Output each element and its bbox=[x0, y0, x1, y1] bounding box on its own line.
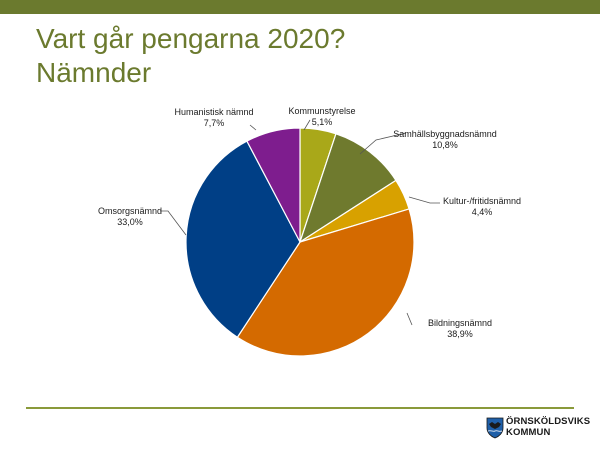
pie-slice-bildningsnämnd bbox=[236, 208, 415, 357]
footer-rule bbox=[26, 407, 574, 409]
leader-lines bbox=[160, 119, 440, 326]
slice-label-value: 10,8% bbox=[432, 140, 458, 150]
kommun-logo: ÖRNSKÖLDSVIKS KOMMUN bbox=[486, 416, 590, 442]
leader-line bbox=[406, 312, 413, 326]
logo-text: ÖRNSKÖLDSVIKS KOMMUN bbox=[506, 416, 590, 438]
slice-labels: Kommunstyrelse 5,1% Samhällsbyggnadsnämnd 1… bbox=[98, 106, 521, 339]
slice-label-name: Kommunstyrelse bbox=[288, 106, 355, 116]
leader-line bbox=[249, 124, 257, 131]
slice-label-value: 33,0% bbox=[117, 217, 143, 227]
title-line-1: Vart går pengarna 2020? bbox=[36, 23, 346, 54]
title-line-2: Nämnder bbox=[36, 57, 152, 88]
leader-line bbox=[160, 210, 187, 236]
logo-line-1: ÖRNSKÖLDSVIKS bbox=[506, 416, 591, 427]
leader-line bbox=[408, 196, 440, 204]
slice-label: Omsorgsnämnd 33,0% bbox=[98, 206, 162, 227]
slice-label: Bildningsnämnd 38,9% bbox=[428, 318, 492, 339]
leader-line bbox=[303, 119, 311, 131]
slice-label: Kommunstyrelse 5,1% bbox=[288, 106, 355, 127]
logo-line-2: KOMMUN bbox=[506, 427, 551, 438]
slice-label-name: Samhällsbyggnadsnämnd bbox=[393, 129, 497, 139]
slice-label: Kultur-/fritidsnämnd 4,4% bbox=[443, 196, 521, 217]
page-title: Vart går pengarna 2020? Nämnder bbox=[36, 22, 345, 90]
slice-label: Humanistisk nämnd 7,7% bbox=[174, 107, 253, 128]
slice-label-value: 4,4% bbox=[472, 207, 493, 217]
slice-label-value: 5,1% bbox=[312, 117, 333, 127]
leader-line bbox=[359, 132, 407, 155]
coat-of-arms-icon bbox=[486, 417, 504, 439]
slice-label-value: 7,7% bbox=[204, 118, 225, 128]
slice-label-name: Bildningsnämnd bbox=[428, 318, 492, 328]
slice-label-name: Omsorgsnämnd bbox=[98, 206, 162, 216]
pie-slice-samhällsbyggnadsnämnd bbox=[298, 133, 397, 244]
pie-slice-omsorgsnämnd bbox=[185, 140, 301, 339]
slice-label-name: Humanistisk nämnd bbox=[174, 107, 253, 117]
top-accent-bar bbox=[0, 0, 600, 14]
pie-slices bbox=[185, 127, 415, 357]
pie-slice-humanistisk-nämnd bbox=[246, 127, 301, 243]
slice-label-value: 38,9% bbox=[447, 329, 473, 339]
slice-label-name: Kultur-/fritidsnämnd bbox=[443, 196, 521, 206]
slice-label: Samhällsbyggnadsnämnd 10,8% bbox=[393, 129, 497, 150]
